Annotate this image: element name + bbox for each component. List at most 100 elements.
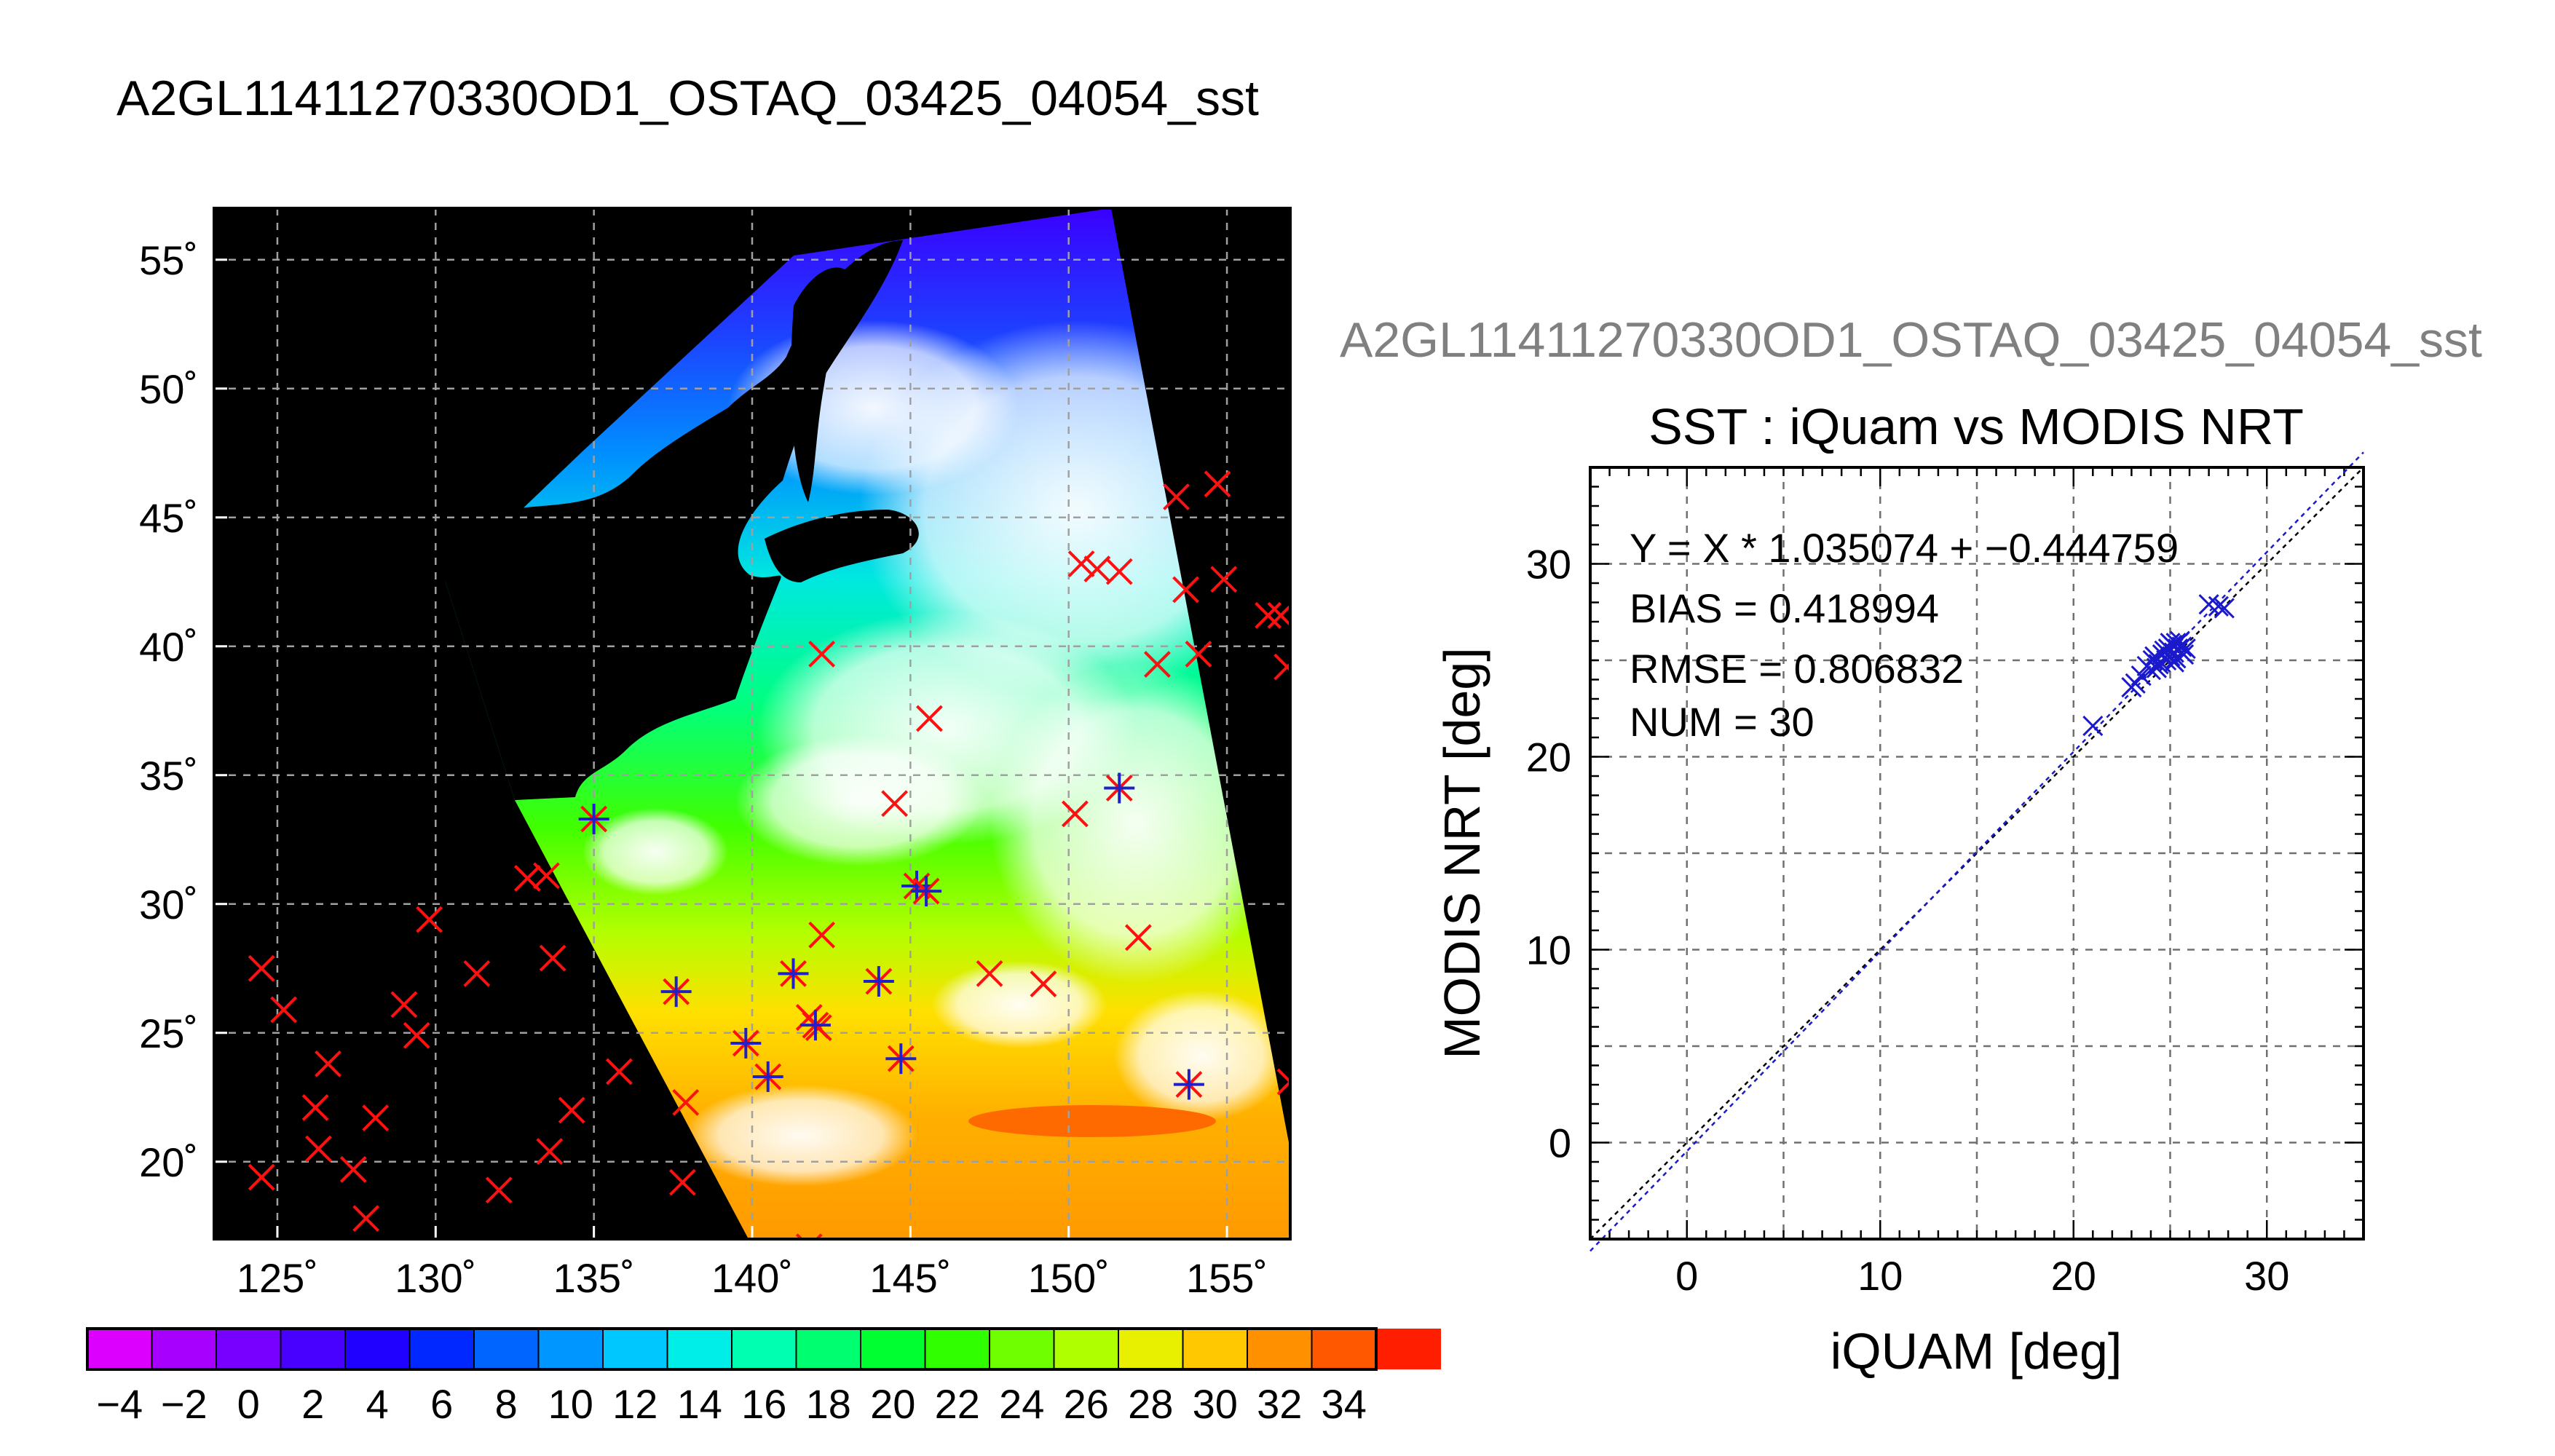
colorbar-tick-label: 12: [612, 1381, 657, 1427]
colorbar-frame: [86, 1327, 1378, 1371]
scatter-point: [2082, 716, 2104, 737]
red-x-marker: [672, 1088, 700, 1116]
colorbar-cell: [861, 1329, 925, 1369]
lat-tick-label: 25˚: [139, 1010, 198, 1056]
red-x-marker: [1030, 970, 1057, 997]
scatter-points: [2082, 594, 2235, 737]
scatter-fit-lines: [1590, 451, 2364, 1252]
colorbar-cell: [1311, 1329, 1377, 1369]
colorbar-tick-label: 20: [870, 1381, 915, 1427]
scatter-ticklabels: 0 10 20 30 0 10 20 30: [1526, 542, 2290, 1299]
colorbar-cell: [796, 1329, 861, 1369]
colorbar-cell: [538, 1329, 604, 1369]
colorbar-cell: [925, 1329, 990, 1369]
fit-line: [1590, 451, 2364, 1252]
lon-tick-label: 140˚: [711, 1255, 793, 1301]
colorbar-tick-label: 22: [935, 1381, 980, 1427]
land-sakhalin: [791, 267, 845, 502]
colorbar-tick-label: −2: [161, 1381, 208, 1427]
colorbar-cell: [280, 1329, 346, 1369]
colorbar-cell: [474, 1329, 539, 1369]
lat-tick-label: 50˚: [139, 366, 198, 412]
lat-tick-label: 55˚: [139, 237, 198, 283]
stats-rmse: RMSE = 0.806832: [1630, 646, 1964, 692]
colorbar-tick-label: 30: [1193, 1381, 1238, 1427]
red-x-marker: [1083, 555, 1111, 583]
red-x-marker: [248, 954, 275, 982]
colorbar: −4 −2 0 2 4 6 8 10 12 14 16 18 20 22 24 26 28 30 32 34: [86, 1327, 1441, 1427]
red-x-marker: [539, 944, 566, 972]
red-x-marker: [270, 996, 298, 1024]
scatter-plot: SST : iQuam vs MODIS NRT 0 10 20 300102030 …: [1434, 398, 2365, 1380]
colorbar-cell: [1376, 1329, 1441, 1369]
red-x-marker: [362, 1104, 390, 1132]
scatter-point: [2214, 598, 2235, 619]
y-tick-label: 10: [1526, 927, 1571, 973]
colorbar-cell: [87, 1329, 152, 1369]
lon-tick-label: 130˚: [395, 1255, 476, 1301]
red-x-marker: [315, 1050, 341, 1077]
plot-frame: [1589, 466, 2365, 1241]
stats-equation: Y = X * 1.035074 + −0.444759: [1630, 525, 2179, 571]
scatter-point: [2144, 646, 2165, 667]
red-x-marker: [1204, 470, 1231, 498]
main-title: A2GL11411270330OD1_OSTAQ_03425_04054_sst: [117, 71, 1259, 126]
lat-tick-label: 35˚: [139, 753, 198, 799]
red-x-marker: [1067, 550, 1095, 577]
red-x-marker: [1297, 430, 1322, 455]
blue-star-marker: [863, 966, 894, 997]
map-lon-labels: 125˚ 130˚ 135˚ 140˚ 145˚ 150˚ 155˚: [237, 1255, 1268, 1301]
map-frame: [213, 207, 1292, 1241]
sst-map: 125˚ 130˚ 135˚ 140˚ 145˚ 150˚ 155˚ 20˚ 25˚ 30˚ 35…: [139, 207, 1322, 1301]
red-x-marker: [1172, 576, 1199, 604]
colorbar-cell: [732, 1329, 797, 1369]
colorbar-tick-label: 26: [1064, 1381, 1109, 1427]
red-x-marker: [1255, 601, 1282, 629]
lat-tick-label: 40˚: [139, 624, 198, 670]
stats-bias: BIAS = 0.418994: [1630, 585, 1939, 631]
red-x-marker: [976, 960, 1003, 987]
blue-star-marker: [799, 1010, 831, 1041]
red-x-marker: [248, 1163, 275, 1191]
colorbar-cell: [409, 1329, 475, 1369]
blue-star-marker: [578, 803, 609, 834]
lon-tick-label: 145˚: [869, 1255, 951, 1301]
red-x-marker: [881, 790, 909, 818]
colorbar-tick-label: 6: [430, 1381, 453, 1427]
colorbar-cell: [1247, 1329, 1312, 1369]
red-x-marker: [1276, 1068, 1290, 1096]
y-tick-label: 20: [1526, 735, 1571, 780]
scatter-point: [2165, 648, 2187, 669]
red-x-marker: [390, 991, 418, 1018]
x-axis-label: iQUAM [deg]: [1831, 1323, 2122, 1380]
blue-star-marker: [911, 876, 942, 907]
lat-tick-label: 30˚: [139, 882, 198, 927]
red-x-marker: [1124, 924, 1152, 951]
colorbar-cell: [1118, 1329, 1183, 1369]
lon-tick-label: 125˚: [237, 1255, 318, 1301]
lon-tick-label: 155˚: [1186, 1255, 1268, 1301]
red-x-marker: [339, 1156, 367, 1183]
red-x-marker: [1163, 483, 1190, 510]
colorbar-cell: [990, 1329, 1054, 1369]
blue-star-marker: [1104, 772, 1135, 804]
x-tick-label: 0: [1675, 1253, 1698, 1299]
colorbar-cell: [345, 1329, 410, 1369]
red-x-marker: [1061, 800, 1089, 828]
lon-tick-label: 135˚: [553, 1255, 635, 1301]
colorbar-tick-label: −4: [96, 1381, 143, 1427]
red-x-marker: [301, 1094, 329, 1121]
right-title: A2GL11411270330OD1_OSTAQ_03425_04054_sst: [1340, 312, 2482, 368]
red-x-marker: [558, 1096, 585, 1124]
land-hokkaido: [765, 510, 919, 582]
colorbar-tick-label: 16: [741, 1381, 786, 1427]
colorbar-tick-label: 2: [301, 1381, 324, 1427]
colorbar-cell: [1054, 1329, 1119, 1369]
scatter-point: [2171, 636, 2192, 657]
identity-line: [1590, 467, 2364, 1240]
blue-star-marker: [778, 958, 809, 989]
colorbar-cells: [87, 1329, 1441, 1369]
red-x-marker: [352, 1205, 380, 1233]
colorbar-tick-label: 32: [1257, 1381, 1302, 1427]
colorbar-cell: [667, 1329, 732, 1369]
